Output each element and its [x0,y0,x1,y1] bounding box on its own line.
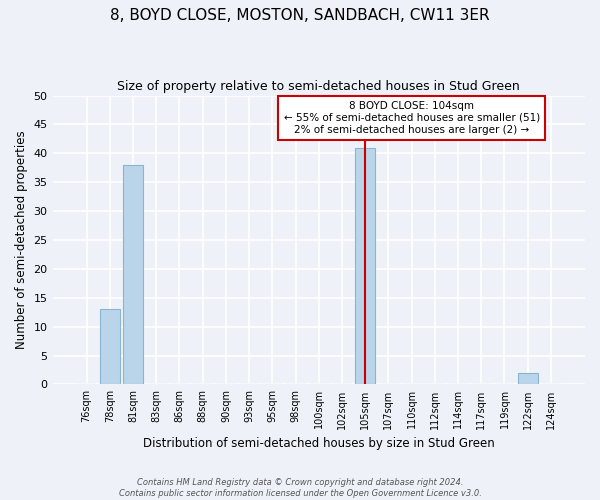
Text: Contains HM Land Registry data © Crown copyright and database right 2024.
Contai: Contains HM Land Registry data © Crown c… [119,478,481,498]
Text: 8 BOYD CLOSE: 104sqm
← 55% of semi-detached houses are smaller (51)
2% of semi-d: 8 BOYD CLOSE: 104sqm ← 55% of semi-detac… [284,102,540,134]
Text: 8, BOYD CLOSE, MOSTON, SANDBACH, CW11 3ER: 8, BOYD CLOSE, MOSTON, SANDBACH, CW11 3E… [110,8,490,22]
X-axis label: Distribution of semi-detached houses by size in Stud Green: Distribution of semi-detached houses by … [143,437,494,450]
Bar [123,165,143,384]
Bar [100,310,119,384]
Bar [355,148,375,384]
Y-axis label: Number of semi-detached properties: Number of semi-detached properties [15,130,28,350]
Bar [518,373,538,384]
Title: Size of property relative to semi-detached houses in Stud Green: Size of property relative to semi-detach… [118,80,520,93]
